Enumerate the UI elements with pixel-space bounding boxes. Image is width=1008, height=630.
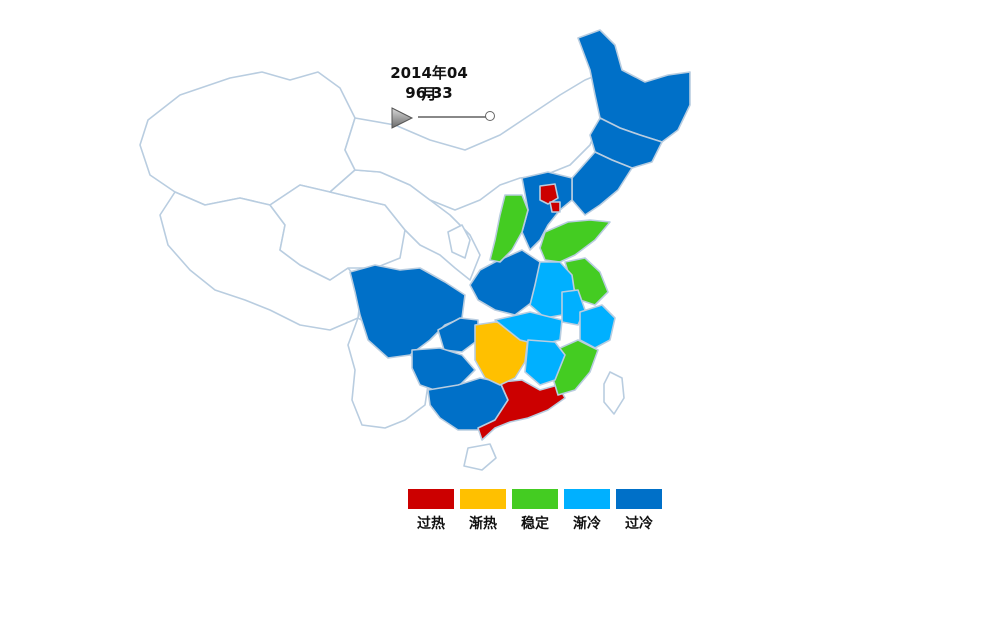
region-xinjiang[interactable] (139, 71, 356, 206)
region-liaoning[interactable] (571, 151, 633, 216)
region-sichuan[interactable] (349, 264, 466, 359)
region-shanxi[interactable] (489, 194, 529, 263)
legend-item-stable[interactable]: 稳定 (512, 489, 558, 533)
region-inner-mongolia[interactable] (344, 69, 616, 211)
region-tianjin[interactable] (549, 201, 561, 213)
region-jiangxi[interactable] (524, 339, 566, 386)
legend-swatch (564, 489, 610, 509)
legend-swatch (616, 489, 662, 509)
region-shandong[interactable] (539, 219, 611, 263)
timeline-slider-knob[interactable] (485, 111, 495, 121)
region-taiwan[interactable] (603, 371, 625, 415)
legend-label: 渐热 (469, 516, 497, 532)
legend-item-overheat[interactable]: 过热 (408, 489, 454, 533)
legend-label: 渐冷 (573, 516, 601, 532)
legend-swatch (408, 489, 454, 509)
region-heilongjiang[interactable] (577, 29, 691, 143)
legend-item-cooling[interactable]: 渐冷 (564, 489, 610, 533)
legend-label: 稳定 (521, 516, 549, 532)
region-ningxia[interactable] (447, 224, 471, 259)
legend-swatch (512, 489, 558, 509)
region-hubei[interactable] (494, 311, 563, 346)
region-jilin[interactable] (589, 117, 663, 169)
legend-label: 过热 (417, 516, 445, 532)
legend-label: 过冷 (625, 516, 653, 532)
legend-item-overcool[interactable]: 过冷 (616, 489, 662, 533)
legend-item-warming[interactable]: 渐热 (460, 489, 506, 533)
region-beijing[interactable] (539, 183, 559, 205)
timeline-value: 96.33 (405, 84, 453, 102)
timeline-slider-track[interactable] (418, 116, 490, 118)
map-legend: 过热 渐热 稳定 渐冷 过冷 (408, 489, 668, 533)
timeline-control: 2014年04月 96.33 (386, 60, 506, 130)
region-hainan[interactable] (463, 443, 497, 471)
play-button[interactable] (390, 106, 414, 130)
play-triangle-icon (391, 107, 414, 129)
legend-swatch (460, 489, 506, 509)
region-guangdong[interactable] (477, 379, 566, 441)
region-zhejiang[interactable] (579, 304, 616, 349)
timeline-date: 2014年04月 (390, 64, 468, 103)
